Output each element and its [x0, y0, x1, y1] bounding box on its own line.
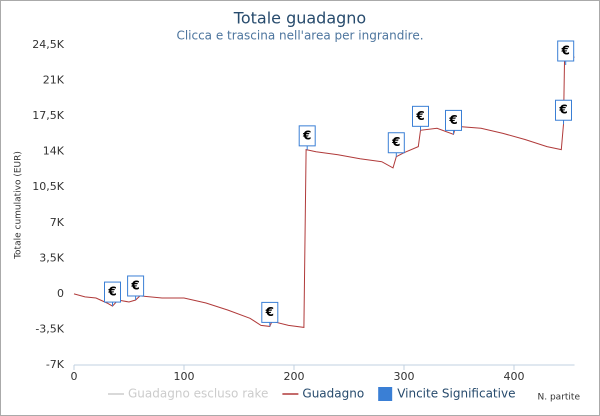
legend-label[interactable]: Guadagno escluso rake: [128, 387, 268, 401]
flag-label: €: [391, 135, 400, 149]
y-tick-label: 10,5K: [32, 180, 64, 193]
x-tick-label: 400: [504, 370, 525, 383]
flag: [557, 40, 575, 62]
flag: [555, 99, 572, 121]
flag: [298, 125, 316, 147]
x-tick-label: 0: [71, 370, 78, 383]
flag: [127, 275, 145, 297]
x-tick-label: 100: [174, 370, 195, 383]
flag: [104, 281, 121, 303]
chart-title: Totale guadagno: [233, 9, 366, 28]
y-tick-label: 17,5K: [32, 109, 64, 122]
flag-label: €: [130, 278, 139, 292]
y-tick-label: 21K: [43, 74, 65, 87]
flag: [387, 132, 405, 154]
y-tick-label: -3,5K: [35, 322, 64, 335]
y-tick-label: -7K: [46, 358, 65, 371]
flag-label: €: [302, 128, 311, 142]
chart-subtitle: Clicca e trascina nell'area per ingrandi…: [176, 29, 423, 43]
y-tick-label: 3,5K: [39, 251, 64, 264]
x-tick-label: 200: [284, 370, 305, 383]
y-tick-label: 7K: [50, 216, 65, 229]
flag-label: €: [107, 285, 116, 299]
y-tick-label: 0: [57, 287, 64, 300]
flag: [261, 301, 279, 323]
y-axis-label: Totale cumulativo (EUR): [14, 151, 24, 260]
x-axis-label: N. partite: [538, 393, 581, 403]
legend-swatch[interactable]: [378, 387, 393, 401]
flag-label: €: [561, 44, 570, 58]
flag-label: €: [265, 305, 274, 319]
flag: [412, 105, 429, 127]
legend-label[interactable]: Vincite Significative: [397, 387, 515, 401]
line-series: [73, 54, 575, 328]
x-tick-label: 300: [394, 370, 415, 383]
flag-label: €: [448, 113, 457, 127]
y-tick-label: 14K: [43, 145, 65, 158]
flag: [445, 109, 462, 131]
y-tick-label: 24,5K: [32, 38, 64, 51]
flag-label: €: [558, 103, 567, 117]
legend-label[interactable]: Guadagno: [302, 387, 364, 401]
flag-label: €: [415, 109, 424, 123]
